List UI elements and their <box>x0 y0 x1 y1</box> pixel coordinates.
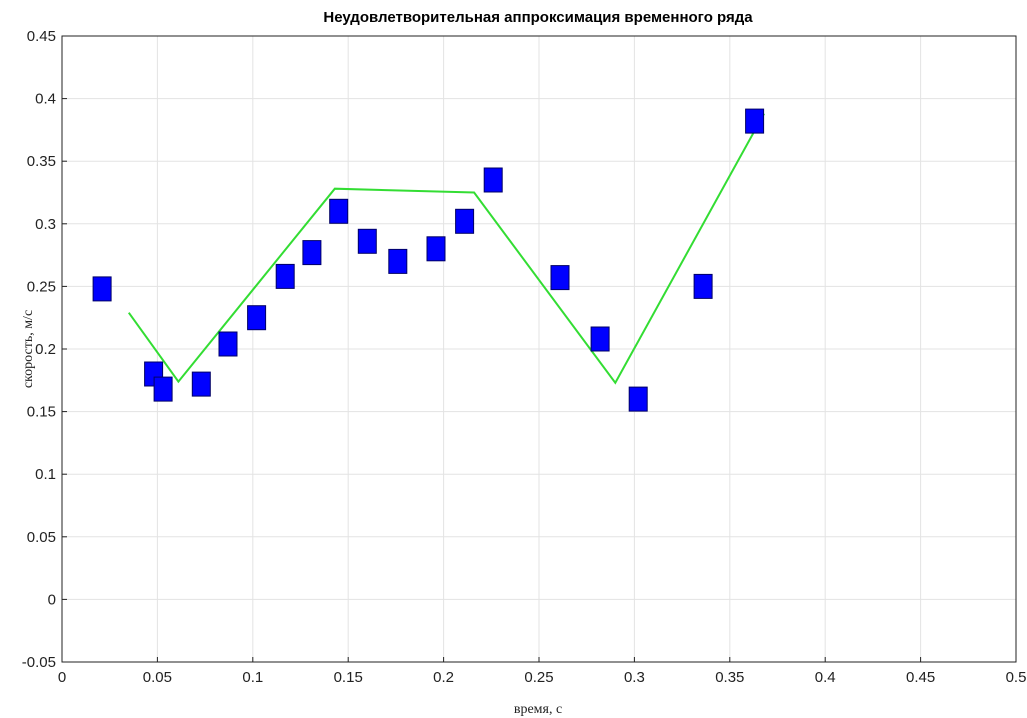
data-point-marker <box>302 240 322 266</box>
data-markers <box>92 108 765 412</box>
y-tick-label: 0.3 <box>35 216 56 233</box>
data-point-marker <box>745 108 765 134</box>
data-point-marker <box>550 265 570 291</box>
y-tick-label: 0.25 <box>27 278 56 295</box>
x-tick-label: 0.45 <box>906 669 935 686</box>
chart-title: Неудовлетворительная аппроксимация време… <box>323 9 753 26</box>
x-tick-label: 0.35 <box>715 669 744 686</box>
x-tick-label: 0.05 <box>143 669 172 686</box>
data-point-marker <box>426 236 446 262</box>
x-axis-label: время, с <box>514 702 562 717</box>
y-tick-label: 0.15 <box>27 404 56 421</box>
data-point-marker <box>628 386 648 412</box>
approximation-polyline <box>127 113 765 385</box>
data-point-marker <box>693 273 713 299</box>
y-tick-label: 0.35 <box>27 153 56 170</box>
y-tick-label: 0.2 <box>35 341 56 358</box>
data-point-marker <box>92 276 112 302</box>
x-tick-label: 0.2 <box>433 669 454 686</box>
y-axis-label: скорость, м/с <box>21 310 36 388</box>
y-tick-label: 0.45 <box>27 28 56 45</box>
x-tick-label: 0 <box>58 669 66 686</box>
x-tick-label: 0.25 <box>524 669 553 686</box>
y-tick-labels: -0.05 0 0.05 0.1 0.15 0.2 0.25 0.3 0.35 0.4 0.45 <box>22 28 56 671</box>
x-tick-label: 0.15 <box>334 669 363 686</box>
x-tick-labels: 0 0.05 0.1 0.15 0.2 0.25 0.3 0.35 0.4 0.45 0.5 <box>58 669 1027 686</box>
data-point-marker <box>191 371 211 397</box>
data-point-marker <box>590 326 610 352</box>
data-point-marker <box>455 208 475 234</box>
data-point-marker <box>357 228 377 254</box>
x-tick-label: 0.5 <box>1006 669 1027 686</box>
approximation-line <box>127 113 765 385</box>
x-tick-label: 0.1 <box>242 669 263 686</box>
y-tick-label: -0.05 <box>22 654 56 671</box>
x-tick-label: 0.4 <box>815 669 836 686</box>
data-point-marker <box>483 167 503 193</box>
y-tick-label: 0.4 <box>35 91 56 108</box>
y-tick-label: 0.1 <box>35 466 56 483</box>
y-tick-label: 0.05 <box>27 529 56 546</box>
data-point-marker <box>247 305 267 331</box>
data-point-marker <box>329 198 349 224</box>
x-tick-label: 0.3 <box>624 669 645 686</box>
y-tick-label: 0 <box>48 591 56 608</box>
data-point-marker <box>275 263 295 289</box>
data-point-marker <box>388 248 408 274</box>
data-point-marker <box>153 376 173 402</box>
data-point-marker <box>218 331 238 357</box>
plot-area <box>61 35 1017 663</box>
